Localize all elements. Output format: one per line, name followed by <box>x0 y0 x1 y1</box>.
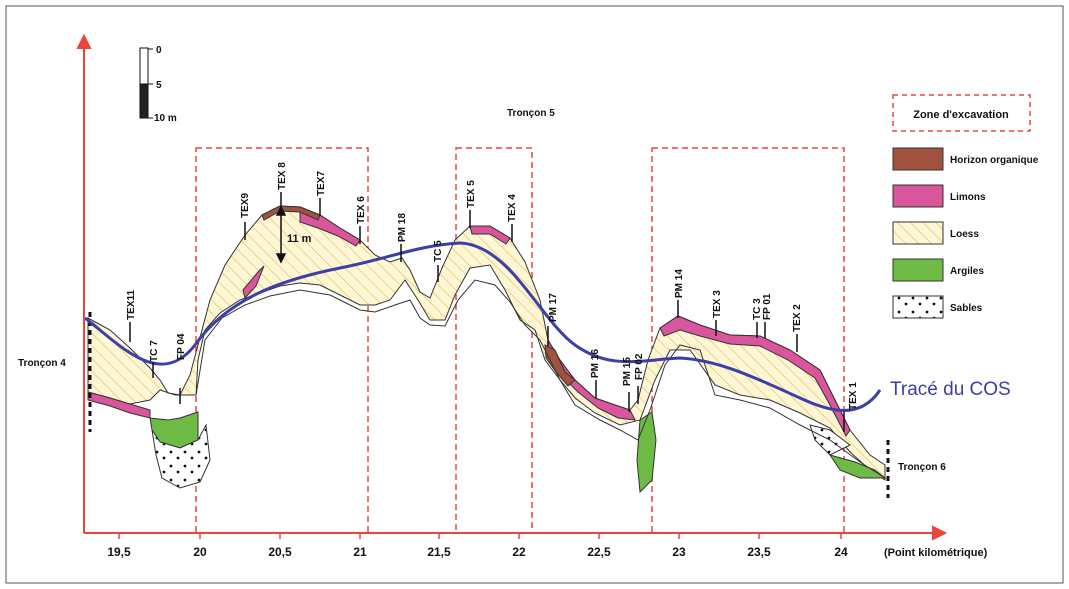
drill-label: TEX 4 <box>507 194 518 222</box>
drill-label: PM 16 <box>590 349 601 378</box>
x-tick-label: 22,5 <box>587 545 611 559</box>
legend: Zone d'excavation Horizon organique Limo… <box>892 94 1039 319</box>
drill-label: TC 3 <box>752 298 763 320</box>
drill-labels: TEX11 TC 7 FP 04 TEX9 TEX 8 TEX7 TEX 6 P… <box>126 162 859 410</box>
y-axis-arrow-icon <box>76 33 92 49</box>
section-breaks <box>88 312 890 498</box>
x-tick-label: 21 <box>353 545 367 559</box>
cos-label: Tracé du COS <box>890 379 1011 400</box>
drill-label: FP 02 <box>634 353 645 380</box>
depth-arrow <box>275 205 287 264</box>
legend-label: Horizon organique <box>950 155 1039 166</box>
legend-zone-swatch <box>892 94 1031 132</box>
x-tick-label: 20,5 <box>268 545 292 559</box>
legend-swatch-argiles <box>892 258 944 282</box>
x-tick-label: 23 <box>672 545 686 559</box>
scale-bar: 0 5 10 m <box>139 45 177 124</box>
drill-label: PM 17 <box>548 293 559 322</box>
drill-label: TEX9 <box>240 193 251 218</box>
section-label-right: Tronçon 6 <box>898 462 946 473</box>
x-axis-tick-labels: 19,5 20 20,5 21 21,5 22 22,5 23 23,5 24 <box>107 545 848 559</box>
argiles-layer-pm15 <box>636 411 657 494</box>
scale-label-0: 0 <box>156 45 162 56</box>
limons-layer-tex5 <box>469 225 511 245</box>
legend-swatch-sables <box>892 295 944 319</box>
x-tick-label: 21,5 <box>427 545 451 559</box>
depth-label: 11 m <box>287 233 312 245</box>
x-tick-label: 19,5 <box>107 545 131 559</box>
scale-label-5: 5 <box>156 80 162 91</box>
organic-horizon-top <box>261 205 321 221</box>
sables-layer-left <box>151 423 211 489</box>
x-tick-label: 24 <box>834 545 848 559</box>
legend-label: Argiles <box>950 266 984 277</box>
drill-label: PM 14 <box>674 269 685 298</box>
x-axis-arrow-icon <box>932 525 948 541</box>
drill-label: TEX7 <box>316 171 327 196</box>
legend-swatch-limons <box>892 184 944 208</box>
drill-label: TC 5 <box>433 240 444 262</box>
limons-layer-pm14 <box>659 315 851 437</box>
cos-trace-line <box>84 241 882 412</box>
drill-label: PM 15 <box>622 357 633 386</box>
legend-swatch-organic <box>892 147 944 171</box>
x-tick-label: 22 <box>512 545 526 559</box>
drill-label: TEX 8 <box>277 162 288 190</box>
section-label-left: Tronçon 4 <box>18 358 66 369</box>
axes <box>76 33 948 541</box>
legend-zone-label: Zone d'excavation <box>913 109 1009 121</box>
drill-label: PM 18 <box>397 213 408 242</box>
figure-frame <box>5 5 1064 584</box>
drill-label: TEX 5 <box>466 180 477 208</box>
x-axis-ticks <box>118 533 842 539</box>
drill-label: TEX 3 <box>712 290 723 318</box>
drill-point-ticks <box>129 192 845 432</box>
x-tick-label: 23,5 <box>747 545 771 559</box>
drill-label: TEX 1 <box>848 382 859 410</box>
x-axis-unit-label: (Point kilométrique) <box>884 547 988 559</box>
x-tick-label: 20 <box>193 545 207 559</box>
limons-layer-tex9 <box>242 265 265 300</box>
legend-label: Limons <box>950 192 986 203</box>
legend-label: Loess <box>950 229 979 240</box>
organic-horizon-pm17 <box>544 344 576 387</box>
drill-label: TEX 2 <box>792 304 803 332</box>
drill-label: FP 01 <box>762 293 773 320</box>
scale-label-10: 10 m <box>154 113 177 124</box>
drill-label: FP 04 <box>176 333 187 360</box>
section-label-center: Tronçon 5 <box>507 108 555 119</box>
drill-label: TEX11 <box>126 290 137 320</box>
legend-swatch-loess <box>892 221 944 245</box>
drill-label: TEX 6 <box>356 196 367 224</box>
legend-label: Sables <box>950 303 983 314</box>
drill-label: TC 7 <box>149 340 160 362</box>
lower-outline <box>195 279 886 479</box>
cross-section <box>87 205 887 494</box>
